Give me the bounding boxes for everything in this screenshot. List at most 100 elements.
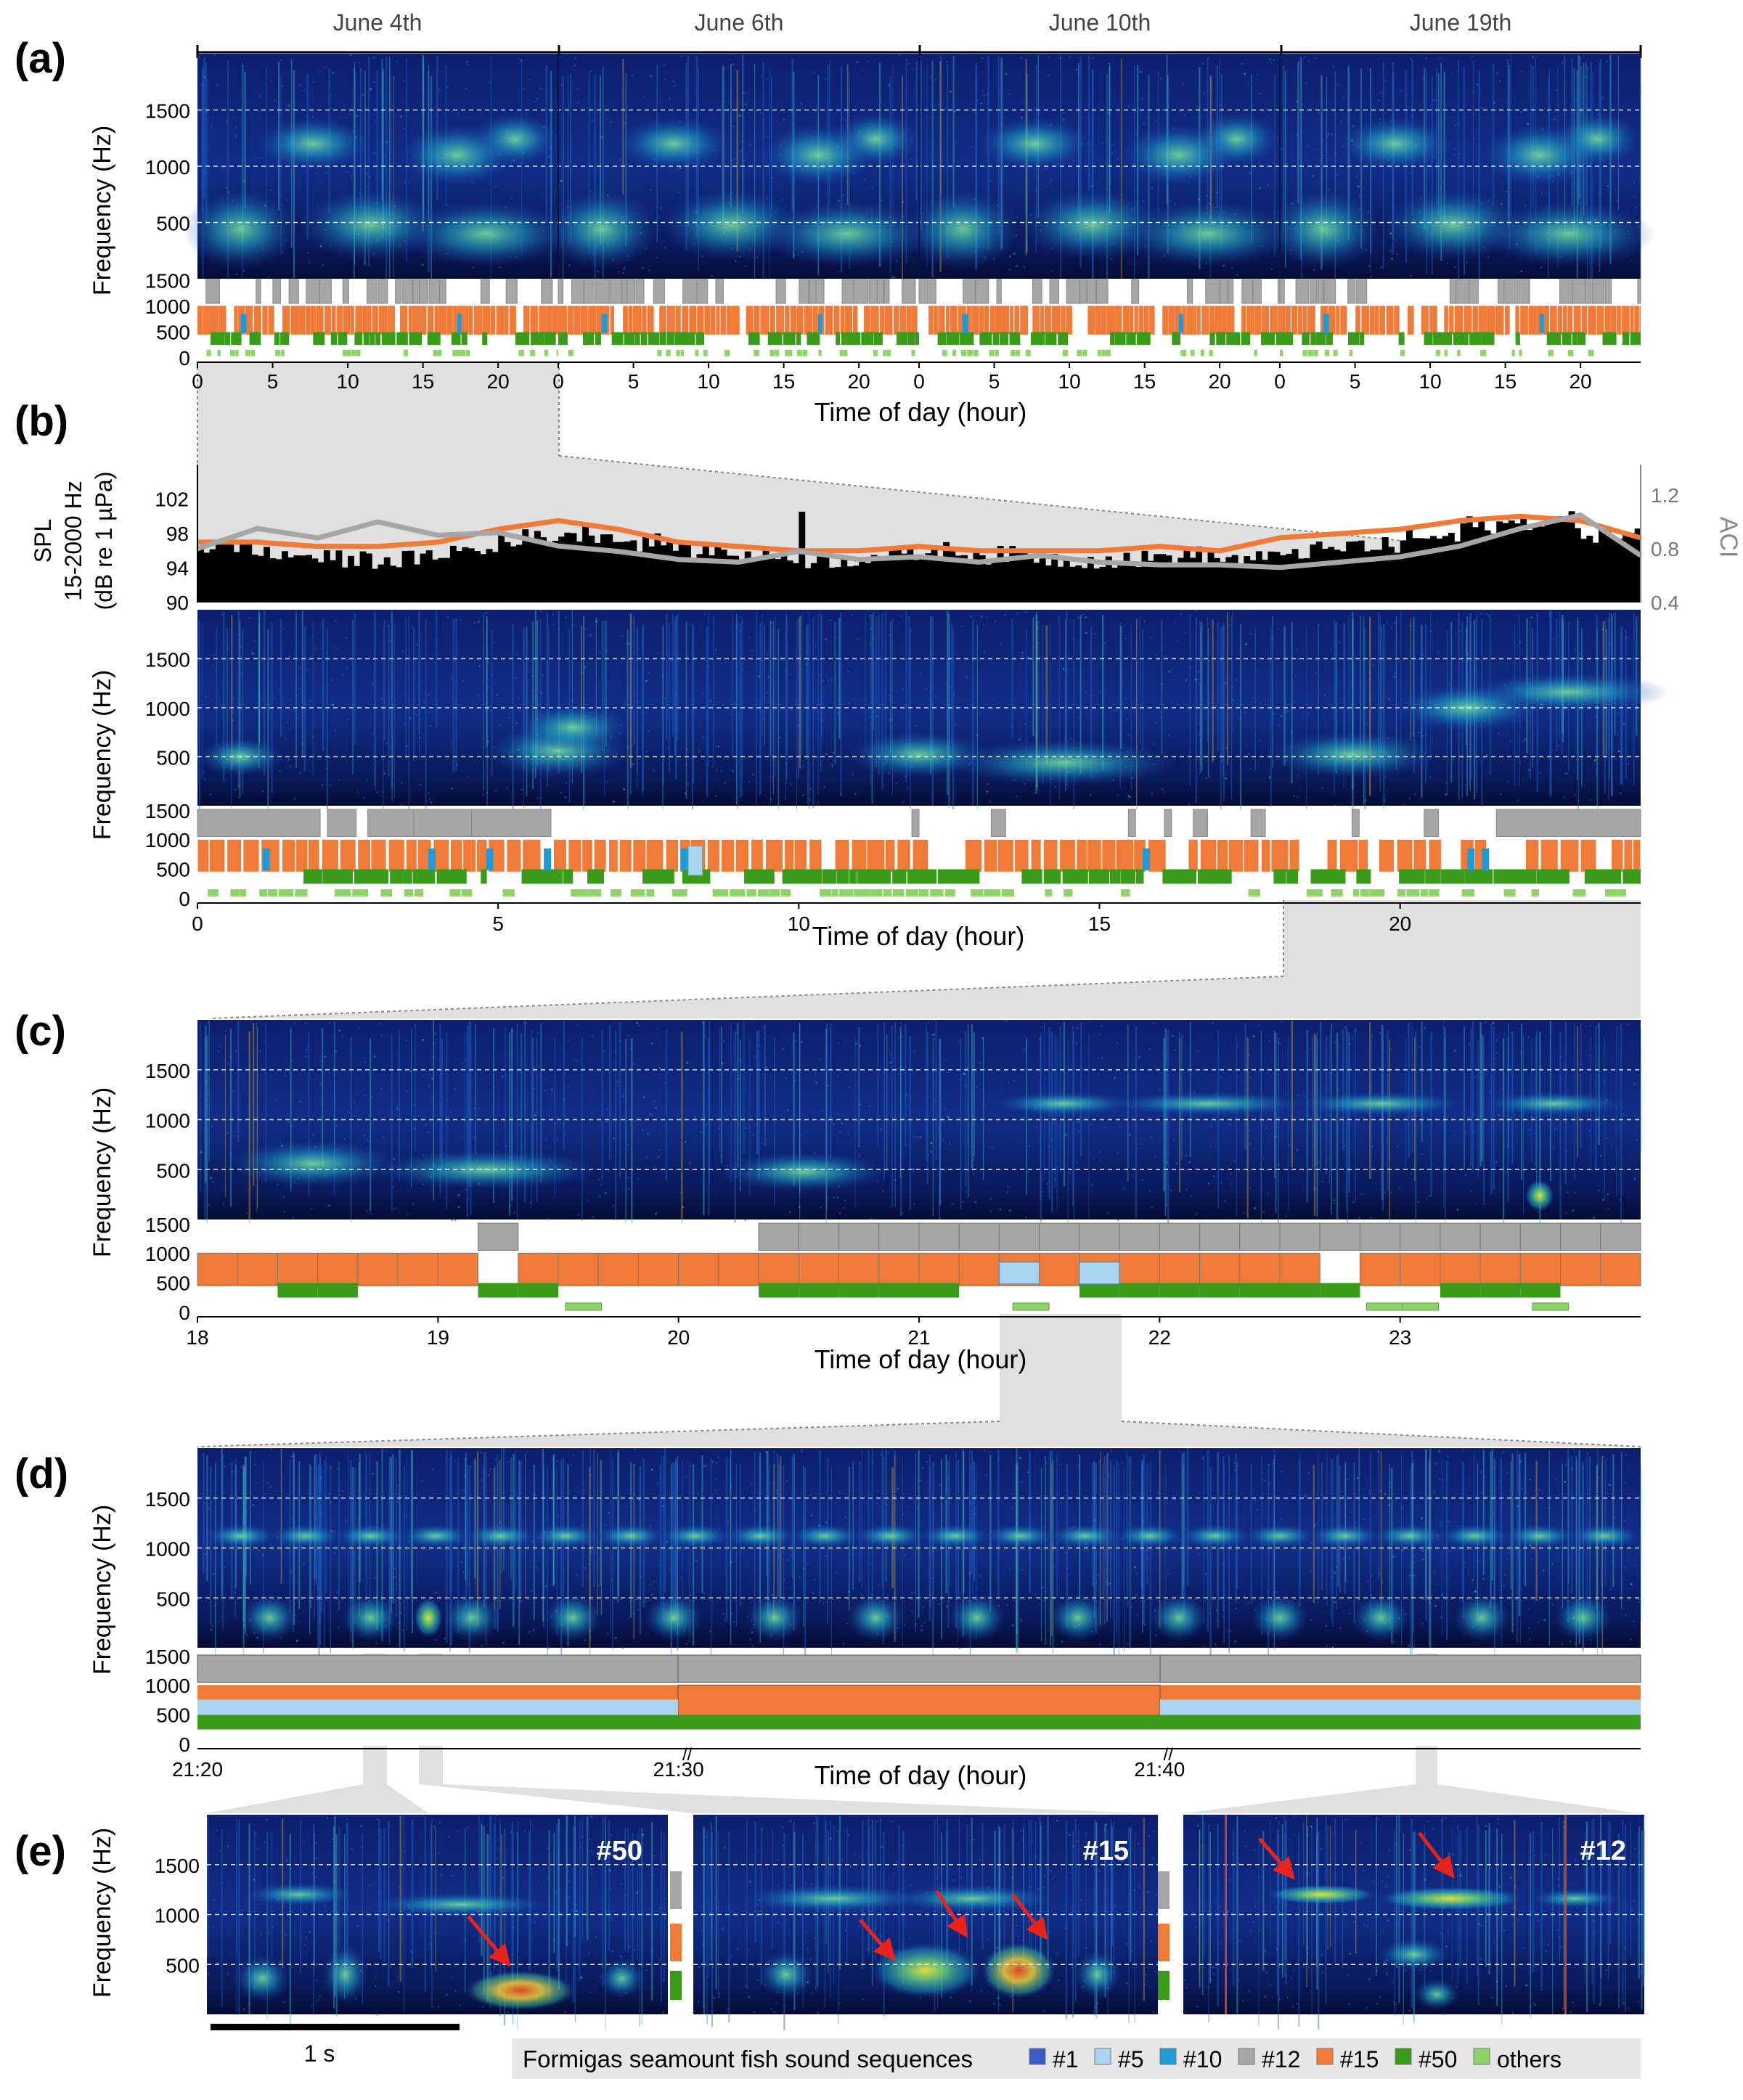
track-a-others-day3-2 bbox=[1307, 349, 1313, 356]
track-a-seq50-day0-9 bbox=[354, 332, 363, 346]
spl-bar-94 bbox=[762, 546, 770, 602]
track-b-seq50-11 bbox=[642, 869, 674, 884]
axis-b-spec-ytick-500: 500 bbox=[156, 747, 190, 769]
spl-bar-209 bbox=[1454, 542, 1461, 602]
track-a-seq15-day1-26 bbox=[754, 306, 760, 335]
track-a-seq50-day2-3 bbox=[979, 332, 992, 346]
track-b-seq15-39 bbox=[793, 838, 807, 873]
spl-bar-113 bbox=[877, 557, 883, 602]
track-a-others-day3-11 bbox=[1480, 349, 1486, 356]
track-a-seq15-day0-33 bbox=[446, 306, 453, 335]
track-b-others-50 bbox=[1397, 889, 1405, 896]
track-d-seq50-0 bbox=[197, 1715, 1641, 1730]
spl-bar-155 bbox=[1129, 565, 1136, 602]
track-b-others-10 bbox=[404, 889, 413, 896]
track-a-others-day2-18 bbox=[1200, 349, 1204, 356]
track-a-seq15-day3-38 bbox=[1573, 306, 1581, 335]
track-a-seq12-day0-2 bbox=[272, 279, 281, 304]
spl-bar-33 bbox=[396, 567, 403, 602]
track-a-seq15-day1-41 bbox=[864, 306, 870, 335]
scale-bar-label: 1 s bbox=[304, 2040, 335, 2067]
spl-bar-200 bbox=[1400, 540, 1407, 602]
track-b-others-15 bbox=[571, 889, 587, 896]
spl-bar-174 bbox=[1244, 556, 1251, 602]
track-b-ytick-500: 500 bbox=[156, 859, 190, 881]
track-a-seq12-day3-0 bbox=[1279, 279, 1285, 304]
track-b-seq15-6 bbox=[295, 838, 309, 873]
spl-bar-2 bbox=[209, 549, 216, 602]
track-a-seq50-day3-20 bbox=[1602, 332, 1617, 346]
track-b-seq15-42 bbox=[851, 838, 868, 873]
track-a-seq50-day2-1 bbox=[947, 332, 960, 346]
spl-bar-206 bbox=[1436, 538, 1443, 602]
spl-bar-56 bbox=[534, 531, 541, 602]
track-b-others-22 bbox=[730, 889, 746, 896]
spl-bar-15 bbox=[287, 557, 295, 602]
track-a-seq15-day2-4 bbox=[950, 306, 958, 335]
spl-bar-212 bbox=[1472, 527, 1479, 602]
spl-bar-178 bbox=[1268, 551, 1275, 602]
inset-side-marker-4 bbox=[1158, 1924, 1170, 1961]
track-a-seq12-day3-9 bbox=[1469, 279, 1479, 304]
spl-bar-166 bbox=[1196, 546, 1202, 602]
spl-bar-50 bbox=[498, 535, 505, 602]
track-c-seq15-31 bbox=[1519, 1252, 1562, 1286]
track-a-seq12-day1-5 bbox=[621, 279, 627, 304]
track-b-seq50-31 bbox=[1273, 869, 1286, 884]
spl-bar-109 bbox=[852, 565, 860, 602]
inset-label-15: #15 bbox=[1083, 1836, 1129, 1866]
track-a-seq50-day3-11 bbox=[1453, 332, 1459, 346]
axis-d-break-1: // bbox=[682, 1745, 693, 1765]
track-a-seq15-day3-1 bbox=[1285, 306, 1291, 335]
track-d-seq15-mid-0 bbox=[677, 1684, 1161, 1718]
track-b-seq50-27 bbox=[1120, 869, 1136, 884]
track-c-seq15-33 bbox=[1600, 1252, 1641, 1286]
track-b-seq50-39 bbox=[1493, 869, 1537, 884]
spl-bar-151 bbox=[1105, 556, 1112, 602]
track-a-seq15-day1-11 bbox=[642, 306, 647, 335]
axis-b-xtick-5: 5 bbox=[492, 912, 504, 935]
spl-bar-194 bbox=[1364, 551, 1371, 602]
track-b-others-1 bbox=[230, 889, 240, 896]
track-c-others-0 bbox=[565, 1302, 603, 1311]
track-a-others-day1-13 bbox=[796, 349, 803, 356]
spl-bar-84 bbox=[702, 544, 709, 602]
spl-bar-239 bbox=[1634, 528, 1641, 602]
spl-bar-160 bbox=[1159, 554, 1167, 602]
track-a-seq15-day2-6 bbox=[967, 306, 971, 335]
spl-bar-148 bbox=[1087, 557, 1094, 602]
track-a-seq50-day2-14 bbox=[1172, 332, 1180, 346]
track-b-seq50-25 bbox=[1088, 869, 1110, 884]
track-a-seq15-day3-39 bbox=[1581, 306, 1588, 335]
track-a-seq15-day3-47 bbox=[1634, 306, 1639, 335]
spl-bar-127 bbox=[961, 555, 968, 602]
track-b-seq15-71 bbox=[1378, 838, 1395, 873]
track-a-seq12-day1-9 bbox=[682, 279, 698, 304]
track-b-others-38 bbox=[970, 889, 984, 896]
spl-bar-60 bbox=[558, 536, 565, 602]
track-a-seq15-day1-15 bbox=[675, 306, 681, 335]
legend-entries: #1 #5 #10 #12 #15 #50 others bbox=[1029, 2046, 1562, 2072]
ylabel-c: Frequency (Hz) bbox=[89, 1087, 116, 1257]
track-a-seq15-day0-27 bbox=[408, 306, 412, 335]
track-a-seq15-day2-34 bbox=[1168, 306, 1175, 335]
track-a-seq15-day1-4 bbox=[588, 306, 597, 335]
track-b-seq15-48 bbox=[984, 838, 998, 873]
spl-bar-210 bbox=[1460, 523, 1467, 602]
track-c-seq5-0 bbox=[998, 1262, 1040, 1285]
track-a-others-day2-9 bbox=[1025, 349, 1031, 356]
track-a-others-day3-15 bbox=[1567, 349, 1574, 356]
track-a-seq15-day0-43 bbox=[509, 306, 516, 335]
track-a-seq15-day1-46 bbox=[899, 306, 907, 335]
track-c-seq15-18 bbox=[958, 1252, 1000, 1286]
spl-bar-222 bbox=[1532, 525, 1539, 602]
track-c-seq12-20 bbox=[1519, 1222, 1562, 1251]
track-b-seq50-26 bbox=[1109, 869, 1121, 884]
track-a-seq50-day1-6 bbox=[640, 332, 648, 346]
legend-label-12: #12 bbox=[1262, 2046, 1300, 2072]
spl-bar-136 bbox=[1015, 551, 1022, 602]
track-a-seq15-day3-29 bbox=[1515, 306, 1519, 335]
track-a-seq50-day2-9 bbox=[1058, 332, 1069, 346]
track-a-seq12-day1-20 bbox=[883, 279, 890, 304]
track-a-seq15-day0-36 bbox=[465, 306, 469, 335]
